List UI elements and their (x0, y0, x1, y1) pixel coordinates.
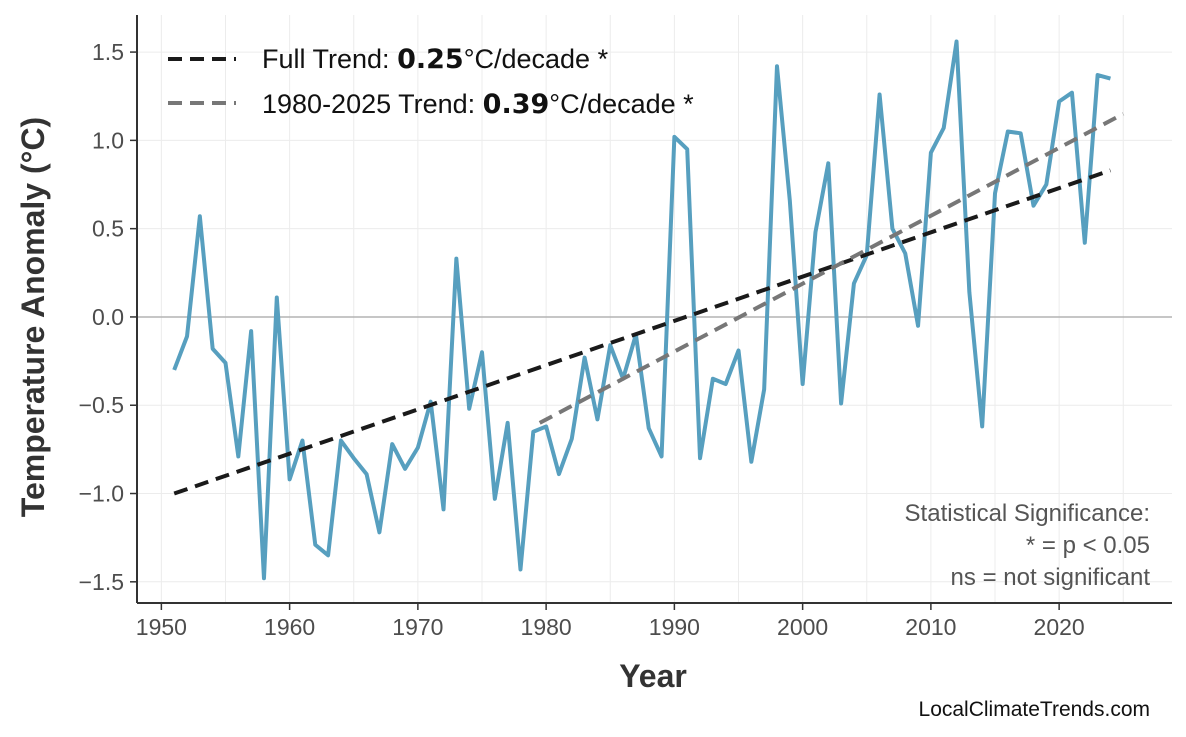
watermark: LocalClimateTrends.com (919, 698, 1150, 721)
y-tick-label: 1.5 (92, 39, 124, 65)
x-tick-label: 2010 (905, 614, 956, 640)
y-tick-label: −0.5 (79, 392, 124, 418)
x-tick-label: 2000 (777, 614, 828, 640)
series-layer (172, 39, 1111, 581)
x-tick-label: 1980 (521, 614, 572, 640)
recent-trend-line (538, 112, 1125, 425)
anomaly-series-line (172, 39, 1111, 581)
x-tick-label: 1970 (392, 614, 443, 640)
x-tick-label: 2020 (1034, 614, 1085, 640)
legend-recent-trend-label: 1980-2025 Trend: 0.39°C/decade * (262, 89, 694, 120)
note-line: ns = not significant (951, 564, 1151, 591)
x-tick-label: 1950 (136, 614, 187, 640)
x-tick-label: 1990 (649, 614, 700, 640)
legend: Full Trend: 0.25°C/decade * 1980-2025 Tr… (168, 44, 694, 120)
legend-full-trend-label: Full Trend: 0.25°C/decade * (262, 44, 609, 75)
full-trend-line (173, 168, 1112, 496)
trend-lines (173, 112, 1125, 496)
x-tick-label: 1960 (264, 614, 315, 640)
y-tick-label: −1.0 (79, 481, 124, 507)
y-tick-label: 0.0 (92, 304, 124, 330)
y-axis-title: Temperature Anomaly (°C) (15, 117, 51, 517)
y-tick-label: 0.5 (92, 216, 124, 242)
x-axis-title: Year (619, 658, 687, 694)
note-line: Statistical Significance: (905, 500, 1150, 527)
ticks: 1950 1960 1970 1980 1990 2000 2010 2020 −1.5 −1.0… (79, 39, 1085, 640)
grid (137, 15, 1172, 603)
y-tick-label: −1.5 (79, 569, 124, 595)
y-tick-label: 1.0 (92, 127, 124, 153)
significance-note: Statistical Significance: * = p < 0.05 n… (905, 500, 1151, 591)
note-line: * = p < 0.05 (1026, 532, 1150, 559)
